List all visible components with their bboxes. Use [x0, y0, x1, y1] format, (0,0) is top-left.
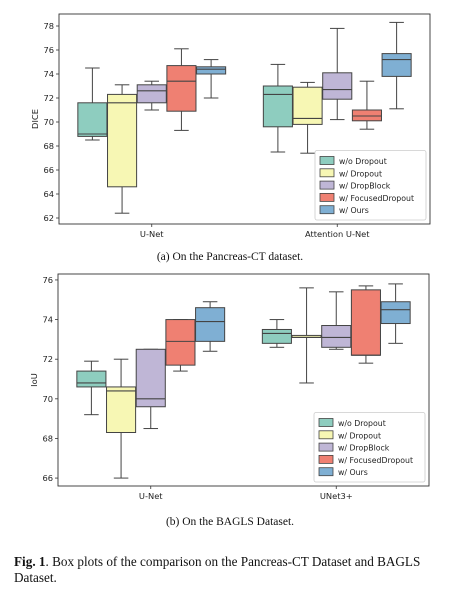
- box-body: [321, 325, 352, 348]
- plot-frame: [57, 273, 430, 487]
- y-tick-label: 72: [42, 354, 53, 364]
- y-tick-label: 70: [43, 117, 54, 127]
- legend-swatch: [318, 430, 334, 440]
- box-0-2: [135, 348, 166, 430]
- legend-label: w/ DropBlock: [338, 444, 390, 453]
- box-1-2: [321, 291, 352, 350]
- legend: w/o Dropout w/ Dropout w/ DropBlock w/ Focu…: [313, 412, 426, 483]
- legend-label: w/o Dropout: [339, 157, 387, 166]
- legend-label: w/ Ours: [339, 206, 369, 215]
- y-tick-label: 78: [43, 21, 54, 31]
- legend-swatch: [319, 192, 335, 202]
- box-body: [261, 328, 292, 344]
- legend-swatch: [318, 442, 334, 452]
- box-0-3: [165, 319, 196, 372]
- box-0-0: [76, 360, 107, 416]
- y-tick-label: 70: [42, 394, 53, 404]
- box-1-1: [292, 81, 323, 154]
- y-tick-label: 76: [42, 275, 53, 285]
- box-body: [262, 85, 293, 128]
- box-body: [166, 65, 197, 112]
- y-tick-label: 66: [43, 165, 54, 175]
- y-tick-label: 76: [43, 45, 54, 55]
- chart-bagls: 66 68 70 72 74 76 IoU U-Net UNet3+ w/o Dropout w/ …: [29, 273, 430, 501]
- figure-label: Fig. 1: [14, 554, 46, 569]
- x-tick-label: U-Net: [140, 229, 164, 239]
- legend-frame: [313, 412, 426, 483]
- box-body: [381, 53, 412, 77]
- box-body: [106, 386, 137, 434]
- box-0-3: [166, 48, 197, 131]
- y-tick-label: 64: [43, 189, 54, 199]
- caption-bagls: (b) On the BAGLS Dataset.: [165, 516, 295, 528]
- box-body: [76, 370, 107, 388]
- box-body: [351, 109, 382, 122]
- legend-swatch: [318, 418, 334, 427]
- box-0-2: [136, 80, 167, 111]
- legend-label: w/ DropBlock: [339, 182, 391, 191]
- legend-label: w/ FocusedDropout: [339, 194, 414, 203]
- x-tick-label: UNet3+: [320, 491, 353, 501]
- legend: w/o Dropout w/ Dropout w/ DropBlock w/ Focu…: [314, 150, 427, 221]
- legend-swatch: [319, 168, 335, 178]
- x-tick-label: U-Net: [139, 491, 163, 501]
- box-body: [165, 319, 196, 366]
- plot-frame: [58, 13, 431, 225]
- legend-swatch: [318, 467, 334, 477]
- y-tick-label: 62: [43, 213, 54, 223]
- box-body: [135, 348, 166, 408]
- legend-swatch: [319, 180, 335, 190]
- box-0-1: [106, 358, 137, 479]
- box-1-4: [380, 283, 411, 344]
- box-0-4: [196, 59, 227, 99]
- y-tick-label: 74: [42, 315, 53, 325]
- box-1-1: [291, 287, 322, 384]
- y-tick-label: 72: [43, 93, 54, 103]
- y-axis-label: IoU: [29, 373, 39, 387]
- chart-pancreas-ct: 62 64 66 68 70 72 74 76 78 DICE U-Net Attention U-N…: [30, 13, 431, 239]
- box-body: [195, 307, 226, 342]
- legend-label: w/ Dropout: [339, 169, 382, 178]
- caption-pancreas-ct: (a) On the Pancreas-CT dataset.: [156, 251, 304, 263]
- box-1-0: [261, 319, 292, 348]
- y-tick-label: 68: [43, 141, 54, 151]
- figure-caption-text: . Box plots of the comparison on the Pan…: [14, 554, 421, 585]
- box-body: [107, 93, 138, 188]
- x-tick-label: Attention U-Net: [305, 229, 370, 239]
- box-body: [350, 289, 381, 356]
- box-1-0: [262, 63, 293, 153]
- legend-swatch: [318, 454, 334, 464]
- y-tick-label: 74: [43, 69, 54, 79]
- legend-label: w/o Dropout: [338, 419, 386, 428]
- legend-label: w/ Dropout: [338, 431, 381, 440]
- legend-label: w/ FocusedDropout: [338, 456, 413, 465]
- box-1-2: [322, 27, 353, 121]
- box-body: [380, 301, 411, 325]
- box-1-3: [350, 285, 381, 364]
- box-0-0: [77, 67, 108, 141]
- legend-frame: [314, 150, 427, 221]
- legend-swatch: [319, 205, 335, 215]
- figure-caption: Fig. 1. Box plots of the comparison on t…: [14, 554, 454, 586]
- box-1-3: [351, 80, 382, 130]
- y-tick-label: 66: [42, 473, 53, 483]
- box-0-4: [195, 301, 226, 352]
- box-body: [196, 66, 227, 75]
- y-tick-label: 68: [42, 433, 53, 443]
- legend-swatch: [319, 156, 335, 165]
- y-axis-label: DICE: [30, 109, 40, 129]
- legend-label: w/ Ours: [338, 468, 368, 477]
- box-body: [136, 84, 167, 104]
- box-body: [322, 72, 353, 100]
- box-1-4: [381, 21, 412, 110]
- box-body: [77, 102, 108, 137]
- box-0-1: [107, 84, 138, 214]
